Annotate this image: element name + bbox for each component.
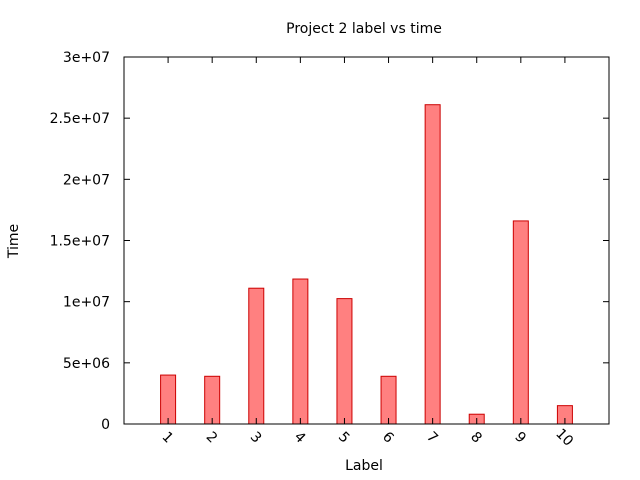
x-tick-label: 10 (552, 426, 576, 450)
bar-2 (204, 375, 221, 425)
bar-9 (512, 220, 529, 425)
x-tick-label: 6 (379, 429, 397, 447)
bar-5 (336, 298, 353, 425)
x-tick-label: 3 (247, 429, 265, 447)
y-tick-label: 2.5e+07 (50, 111, 110, 127)
y-tick-label: 0 (101, 417, 110, 433)
chart-title: Project 2 label vs time (286, 21, 442, 37)
x-tick-label: 9 (511, 429, 529, 447)
bar-1 (160, 374, 177, 425)
x-tick-label: 8 (467, 429, 485, 447)
bar-6 (380, 375, 397, 425)
bar-7 (424, 104, 441, 425)
y-tick-label: 1e+07 (63, 295, 110, 311)
y-tick-label: 1.5e+07 (50, 234, 110, 250)
x-tick-label: 2 (203, 429, 221, 447)
x-tick-label: 7 (423, 429, 441, 447)
x-tick-label: 4 (291, 429, 309, 447)
y-tick-label: 5e+06 (63, 356, 110, 372)
bar-4 (292, 278, 309, 425)
y-axis: 0 5e+06 1e+07 1.5e+07 2e+07 2.5e+07 3e+07 (50, 50, 609, 433)
bar-3 (248, 287, 265, 425)
y-axis-label: Time (6, 224, 22, 259)
bars (160, 104, 573, 425)
x-axis-label: Label (345, 458, 383, 474)
x-tick-label: 5 (335, 429, 353, 447)
x-tick-label: 1 (159, 429, 177, 447)
plot-frame (123, 56, 610, 425)
y-tick-label: 3e+07 (63, 50, 110, 66)
y-tick-label: 2e+07 (63, 172, 110, 188)
